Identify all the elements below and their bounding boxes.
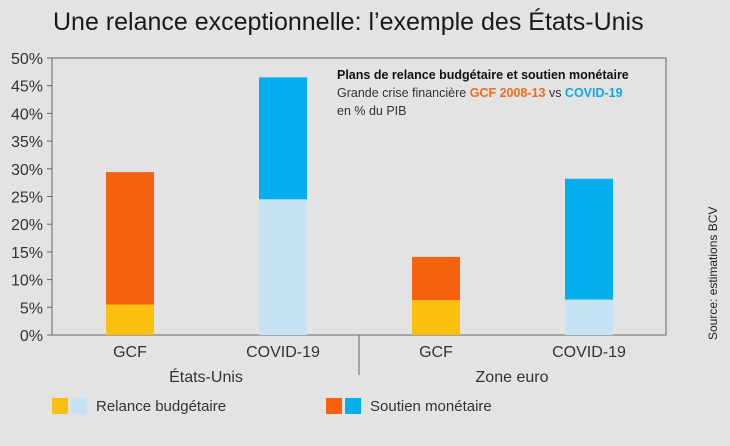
legend-item-soutien: Soutien monétaire — [326, 396, 492, 416]
y-tick-label: 45% — [11, 79, 43, 96]
bar-segment-soutien — [412, 256, 460, 301]
x-tick-label: COVID-19 — [552, 344, 626, 361]
legend-label: Soutien monétaire — [370, 397, 492, 415]
chart-title: Une relance exceptionnelle: l’exemple de… — [53, 8, 644, 36]
x-tick-label: COVID-19 — [246, 344, 320, 361]
y-tick-label: 30% — [11, 162, 43, 179]
bar-segment-relance — [412, 300, 460, 335]
y-tick-label: 50% — [11, 51, 43, 68]
y-tick-label: 10% — [11, 273, 43, 290]
y-tick-label: 0% — [20, 328, 43, 345]
y-tick-label: 5% — [20, 300, 43, 317]
bar-segment-soutien — [259, 77, 307, 200]
annotation-line-2: Grande crise financière GCF 2008-13 vs C… — [337, 84, 629, 102]
x-tick-label: GCF — [419, 344, 453, 361]
legend-swatch-gcf — [52, 398, 68, 414]
group-label: Zone euro — [476, 369, 549, 386]
y-tick-label: 20% — [11, 217, 43, 234]
legend-swatch-gcf — [326, 398, 342, 414]
chart-annotation: Plans de relance budgétaire et soutien m… — [337, 66, 629, 120]
y-tick-label: 15% — [11, 245, 43, 262]
y-tick-label: 35% — [11, 134, 43, 151]
annotation-line-3: en % du PIB — [337, 104, 407, 118]
legend-item-relance: Relance budgétaire — [52, 396, 226, 416]
group-label: États-Unis — [169, 367, 243, 386]
y-tick-label: 40% — [11, 106, 43, 123]
source-note: Source: estimations BCV — [706, 206, 720, 340]
x-tick-label: GCF — [113, 344, 147, 361]
legend-swatch-covid — [71, 398, 87, 414]
annotation-prefix: Grande crise financière — [337, 86, 467, 100]
bar-segment-relance — [106, 304, 154, 335]
annotation-heading: Plans de relance budgétaire et soutien m… — [337, 68, 629, 82]
bar-segment-relance — [565, 299, 613, 335]
legend-label: Relance budgétaire — [96, 397, 227, 415]
annotation-covid: COVID-19 — [564, 86, 623, 100]
bar-segment-soutien — [565, 178, 613, 300]
chart-axes — [47, 57, 667, 375]
y-tick-label: 25% — [11, 190, 43, 207]
bar-segment-relance — [259, 199, 307, 335]
legend-swatch-covid — [345, 398, 361, 414]
annotation-gcf: GCF 2008-13 — [469, 86, 546, 100]
bar-segment-soutien — [106, 172, 154, 305]
chart-bars — [106, 77, 613, 335]
annotation-vs: vs — [548, 86, 562, 100]
chart-labels: 0% 5% 10% 15% 20% 25% 30% 35% 40% 45% 50% GCF COVID-… — [11, 51, 626, 386]
